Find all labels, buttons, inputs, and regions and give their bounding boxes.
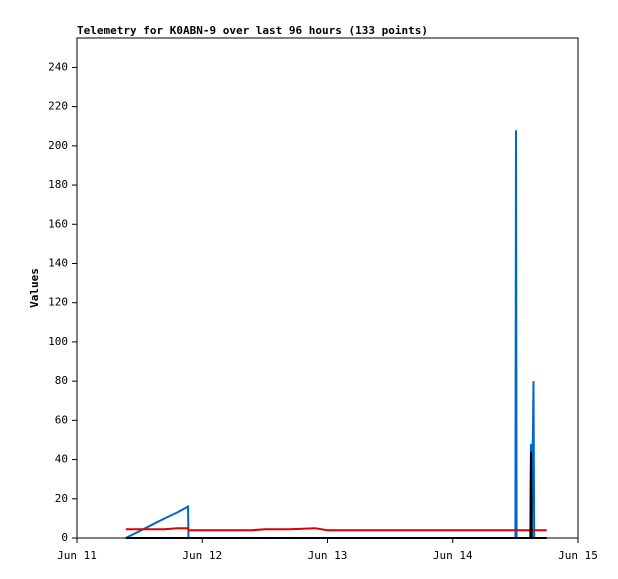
x-tick-label: Jun 12 [182,549,222,562]
x-tick-label: Jun 14 [433,549,473,562]
series-line [125,451,547,539]
y-tick-label: 40 [55,453,68,466]
y-tick-label: 120 [48,296,68,309]
y-tick-label: 140 [48,256,68,269]
y-tick-label: 0 [61,531,68,544]
y-tick-label: 20 [55,492,68,505]
x-tick-label: Jun 15 [558,549,598,562]
y-tick-label: 60 [55,413,68,426]
y-tick-label: 160 [48,217,68,230]
y-axis-label: Values [28,268,41,308]
x-tick-label: Jun 13 [308,549,348,562]
y-tick-label: 100 [48,335,68,348]
chart-title: Telemetry for K0ABN-9 over last 96 hours… [77,24,428,37]
y-tick-label: 240 [48,60,68,73]
y-tick-label: 180 [48,178,68,191]
y-tick-label: 220 [48,100,68,113]
y-tick-label: 80 [55,374,68,387]
y-tick-label: 200 [48,139,68,152]
x-tick-label: Jun 11 [57,549,97,562]
